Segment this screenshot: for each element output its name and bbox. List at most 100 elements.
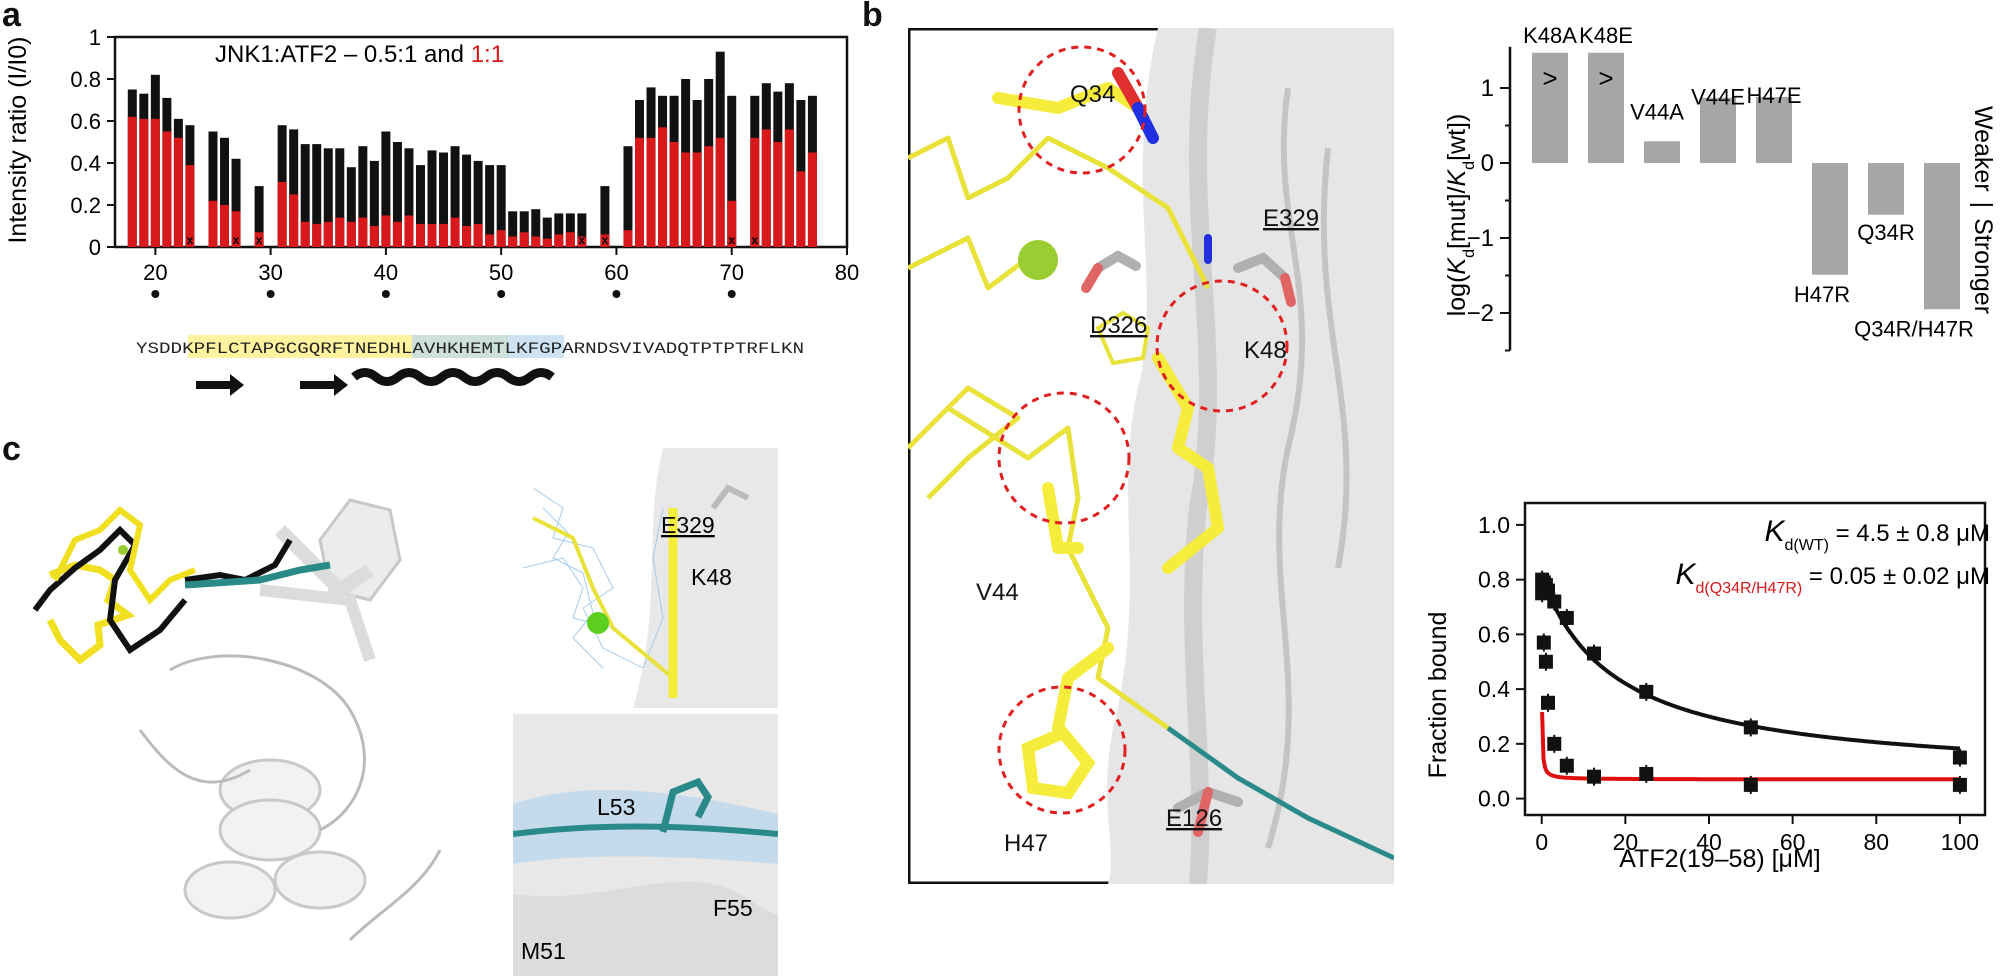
lower-bound-marker: > — [1542, 63, 1557, 93]
bar-ratio-half — [508, 211, 518, 247]
mutant-bar — [1756, 97, 1792, 163]
bar-ratio-equal — [254, 232, 264, 247]
bar-ratio-equal — [542, 238, 552, 247]
x-tick-label: 70 — [719, 260, 743, 285]
bar-ratio-half — [208, 131, 218, 247]
bar-ratio-half — [289, 129, 299, 247]
data-point — [1952, 777, 1967, 792]
sequence-position-dot — [266, 290, 275, 298]
bar-ratio-equal — [323, 221, 333, 247]
bar-ratio-half — [727, 95, 737, 247]
bar-ratio-half — [623, 146, 633, 247]
label-v44: V44 — [976, 579, 1019, 606]
kd-wt-annotation: Kd(WT) = 4.5 ± 0.8 μM — [1764, 515, 1990, 554]
bar-ratio-equal — [635, 137, 644, 247]
bar-ratio-half — [300, 144, 310, 247]
chart-c-xlabel: ATF2(19–58) [μM] — [1619, 845, 1821, 873]
x-tick-label: 60 — [604, 260, 628, 285]
x-tick-label: 0 — [1535, 829, 1548, 855]
bar-ratio-equal — [681, 152, 691, 247]
mutant-label: H47E — [1746, 83, 1801, 108]
data-point — [1547, 594, 1562, 609]
data-point — [1743, 720, 1758, 735]
bar-ratio-equal — [565, 232, 575, 247]
bar-ratio-equal — [773, 142, 783, 247]
mutant-label: V44A — [1630, 99, 1684, 124]
missing-residue-marker: x — [751, 233, 758, 247]
bar-ratio-equal — [531, 236, 541, 247]
bar-ratio-half — [415, 165, 425, 247]
alpha-helix-coil — [351, 368, 555, 386]
inset-label-e329: E329 — [661, 512, 715, 538]
mutant-bar — [1588, 52, 1624, 163]
bar-ratio-equal — [369, 226, 379, 247]
bar-ratio-equal — [415, 223, 425, 247]
bar-ratio-equal — [335, 217, 345, 247]
magnesium-ion-sphere — [1018, 240, 1058, 280]
chart-c-frame — [1523, 501, 1987, 817]
density-inset-top: E329 K48 — [513, 448, 778, 708]
y-tick-label: 0.8 — [70, 67, 101, 92]
mutant-bar — [1868, 163, 1904, 215]
atf2-sequence: YSDDKPFLCTAPGCGQRFTNEDHLAVHKHEMTLKFGPARN… — [136, 340, 804, 358]
label-k48: K48 — [1244, 337, 1287, 364]
bar-ratio-half — [392, 142, 402, 247]
panel-label-c: c — [2, 430, 21, 468]
bar-ratio-half — [335, 148, 345, 247]
sequence-position-dot — [381, 290, 390, 298]
bar-ratio-equal — [404, 215, 414, 247]
bar-ratio-equal — [577, 236, 587, 247]
y-tick-label: 0.0 — [1478, 786, 1510, 812]
bar-ratio-half — [369, 160, 379, 247]
chart-a-title: JNK1:ATF2 – 0.5:1 and 1:1 — [215, 41, 504, 68]
data-point — [1559, 610, 1574, 625]
data-point — [1541, 695, 1555, 710]
bar-ratio-equal — [127, 116, 137, 247]
bar-ratio-equal — [623, 230, 633, 247]
x-tick-label: 60 — [1780, 829, 1806, 855]
bar-ratio-equal — [462, 226, 472, 247]
bar-ratio-half — [554, 213, 564, 247]
mutant-label: K48A — [1523, 23, 1577, 48]
x-tick-label: 80 — [835, 260, 859, 285]
x-tick-label: 100 — [1941, 829, 1979, 855]
bar-ratio-equal — [807, 152, 817, 247]
bar-ratio-equal — [473, 223, 483, 247]
data-point — [1743, 777, 1758, 792]
mutant-label: Q34R — [1857, 220, 1914, 245]
mutant-label: V44E — [1691, 84, 1745, 109]
bar-ratio-half — [254, 186, 264, 247]
sequence-position-dot — [497, 290, 506, 298]
density-inset-bottom: L53 M51 F55 — [513, 714, 778, 976]
bar-ratio-equal — [231, 211, 241, 247]
data-point — [1535, 586, 1550, 601]
x-tick-label: 20 — [143, 260, 167, 285]
y-tick-label: 0.2 — [70, 193, 101, 218]
bar-ratio-equal — [427, 223, 437, 247]
y-tick-label: 0.4 — [1478, 676, 1510, 702]
mutant-kd-chart: −2 −1 0 1 > K48A > K48E V44A V44E H47E H47R Q34R Q34… — [1443, 23, 1997, 352]
bar-ratio-equal — [208, 200, 218, 247]
chart-b-ylabel: log(Kd[mut]/Kd[wt]) — [1443, 114, 1478, 317]
x-tick-label: 20 — [1613, 829, 1639, 855]
bar-ratio-half — [485, 165, 495, 247]
bar-ratio-equal — [704, 146, 714, 247]
bar-ratio-equal — [646, 137, 656, 247]
bar-ratio-equal — [727, 200, 737, 247]
missing-residue-marker: x — [579, 233, 586, 247]
x-tick-label: 30 — [258, 260, 282, 285]
label-d326: D326 — [1090, 312, 1147, 339]
bar-ratio-equal — [381, 215, 391, 247]
bar-ratio-equal — [392, 221, 402, 247]
y-tick-label: −2 — [1467, 300, 1494, 327]
label-q34: Q34 — [1070, 81, 1115, 108]
missing-residue-marker: x — [233, 233, 240, 247]
label-e329: E329 — [1263, 205, 1319, 232]
missing-residue-marker: x — [256, 233, 263, 247]
inset-label-k48: K48 — [691, 564, 732, 590]
data-point — [1536, 635, 1551, 650]
bar-ratio-half — [404, 148, 414, 247]
mutant-bar — [1812, 163, 1848, 275]
binding-curve-chart: 0.0 0.2 0.4 0.6 0.8 1.0 0 20 40 60 80 100 ATF2(19–5… — [1424, 501, 1990, 873]
x-tick-label: 40 — [1696, 829, 1722, 855]
